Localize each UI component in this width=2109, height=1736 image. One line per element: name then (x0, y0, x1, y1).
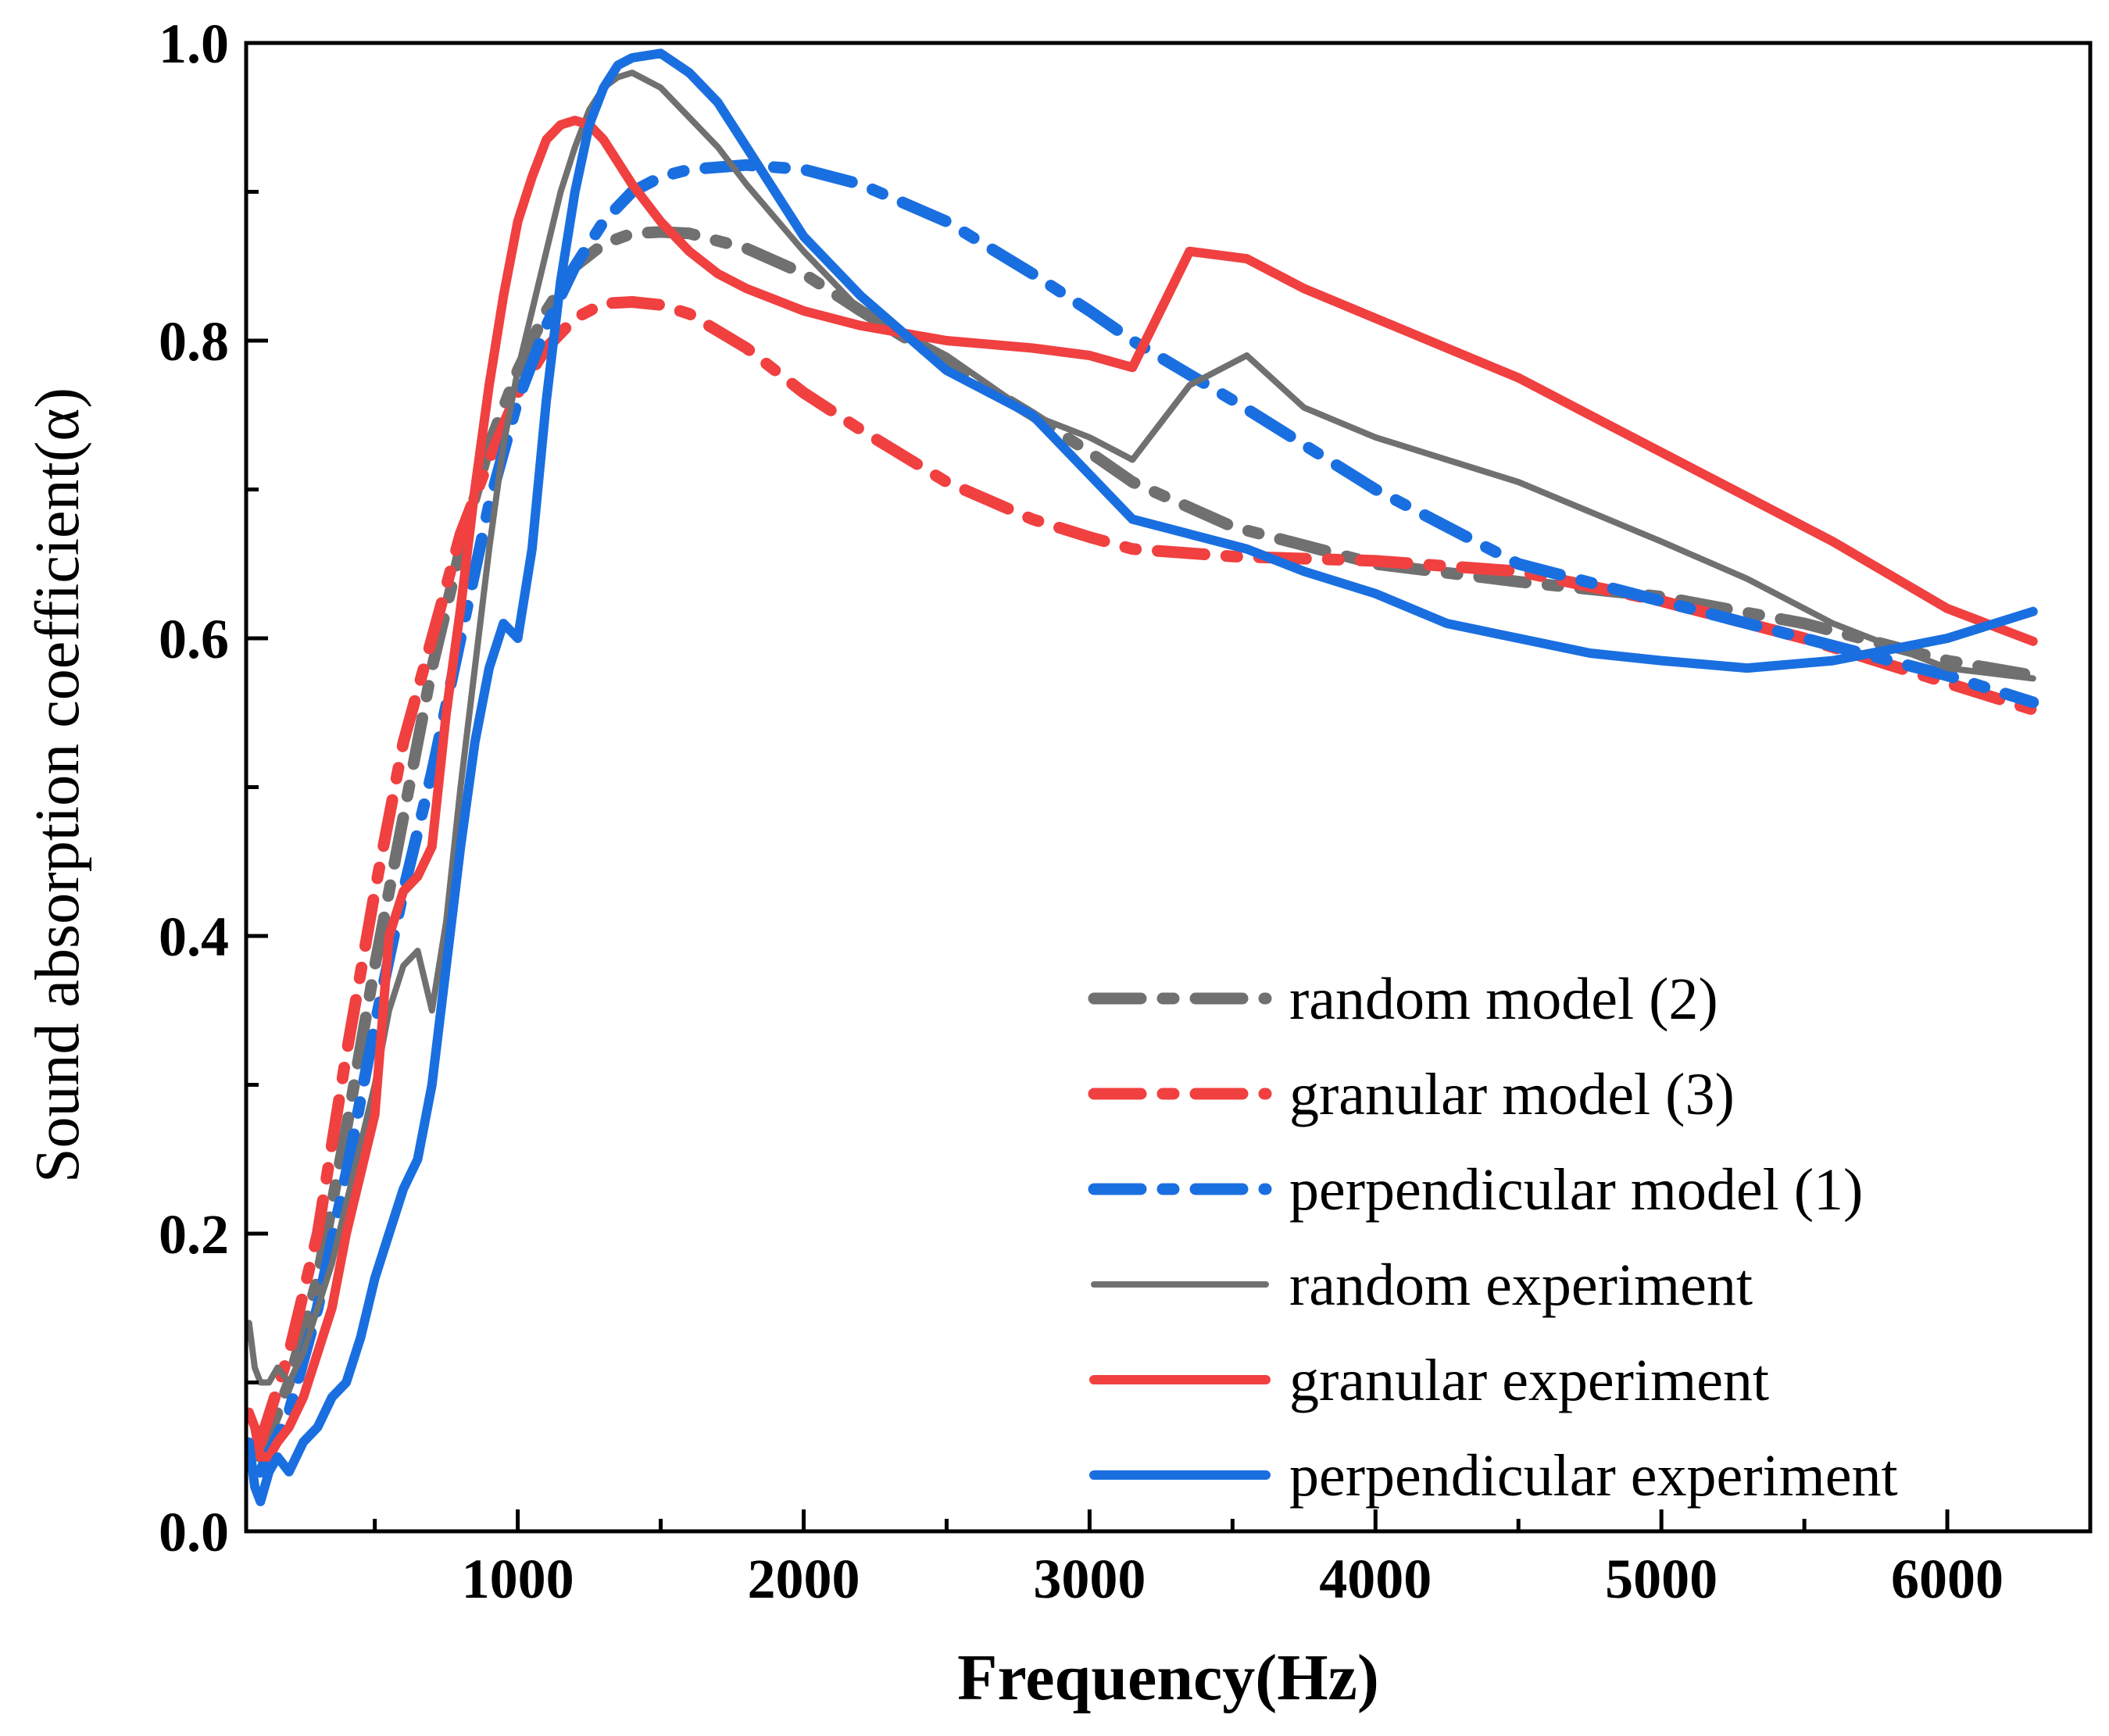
x-axis-title: Frequency(Hz) (957, 1641, 1379, 1714)
x-tick-label: 5000 (1605, 1548, 1718, 1610)
y-tick-label: 0.0 (159, 1501, 229, 1563)
legend-label-2: perpendicular model (1) (1289, 1157, 1863, 1223)
y-tick-label: 1.0 (159, 13, 229, 75)
series-line-5 (244, 48, 2038, 1506)
legend-label-0: random model (2) (1289, 966, 1718, 1032)
legend-label-1: granular model (3) (1289, 1062, 1735, 1127)
legend-label-3: random experiment (1289, 1252, 1753, 1318)
y-axis-title: Sound absorption coefficient(α) (23, 388, 92, 1183)
legend-label-4: granular experiment (1289, 1348, 1769, 1413)
y-tick-label: 0.2 (159, 1203, 229, 1266)
y-tick-label: 0.8 (159, 310, 229, 373)
series-line-3 (245, 70, 2036, 1386)
series-line-1 (254, 296, 2039, 1448)
x-tick-label: 3000 (1033, 1548, 1146, 1610)
y-axis-ticks: 0.0 0.2 0.4 0.6 0.8 1.0 (159, 13, 268, 1563)
series-line-4 (244, 116, 2038, 1462)
y-tick-label: 0.6 (159, 608, 229, 670)
legend-label-5: perpendicular experiment (1289, 1443, 1898, 1509)
x-tick-label: 2000 (747, 1548, 860, 1610)
legend: random model (2) granular model (3) perpen… (1088, 966, 1898, 1509)
plot-frame (244, 41, 2093, 1534)
x-tick-label: 1000 (462, 1548, 574, 1610)
x-tick-label: 4000 (1319, 1548, 1432, 1610)
x-tick-label: 6000 (1891, 1548, 2004, 1610)
x-axis-ticks: 1000 2000 3000 4000 5000 6000 (373, 1509, 2004, 1610)
y-tick-label: 0.4 (159, 906, 229, 968)
plot-lines (244, 48, 2039, 1506)
series-line-0 (254, 226, 2039, 1463)
